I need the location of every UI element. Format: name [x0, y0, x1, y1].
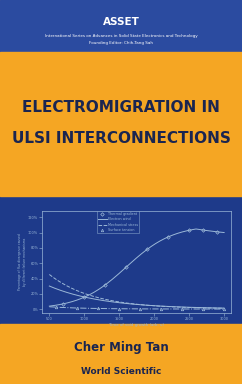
Electron wind	[48, 284, 51, 288]
Mechanical stress	[48, 272, 51, 277]
Surface tension	[55, 305, 58, 310]
Thermal gradient	[146, 247, 149, 252]
Bar	[0, 52, 242, 54]
Surface tension	[223, 307, 226, 311]
Y-axis label: Percentage of flux divergence caused
by different failure mechanisms: Percentage of flux divergence caused by …	[18, 234, 27, 290]
Electron wind	[208, 306, 211, 310]
Surface tension	[160, 307, 163, 311]
Mechanical stress	[94, 295, 97, 300]
Text: Cher Ming Tan: Cher Ming Tan	[74, 341, 168, 354]
Text: ASSET: ASSET	[103, 17, 139, 26]
Legend: Thermal gradient, Electron wind, Mechanical stress, Surface tension: Thermal gradient, Electron wind, Mechani…	[97, 211, 139, 233]
Electron wind	[214, 306, 217, 310]
Electron wind	[80, 294, 83, 299]
Electron wind	[55, 286, 58, 291]
Thermal gradient	[216, 230, 219, 234]
Bar	[0, 0, 242, 52]
Mechanical stress	[208, 306, 211, 310]
Mechanical stress	[80, 290, 83, 295]
Surface tension	[76, 306, 79, 310]
Thermal gradient	[62, 301, 65, 306]
Thermal gradient	[104, 283, 107, 287]
Bar	[0, 194, 242, 196]
Thermal gradient	[202, 228, 204, 232]
Electron wind	[94, 297, 97, 301]
Line: Surface tension: Surface tension	[55, 306, 225, 310]
Text: International Series on Advances in Solid State Electronics and Technology: International Series on Advances in Soli…	[45, 34, 197, 38]
X-axis label: Time of void growth (arb. u): Time of void growth (arb. u)	[109, 323, 164, 326]
Thermal gradient	[167, 235, 170, 239]
Surface tension	[202, 307, 204, 311]
Thermal gradient	[125, 265, 128, 269]
Text: World Scientific: World Scientific	[81, 367, 161, 376]
Text: Founding Editor: Chih-Tang Sah: Founding Editor: Chih-Tang Sah	[89, 41, 153, 45]
Mechanical stress	[223, 306, 226, 311]
Mechanical stress	[214, 306, 217, 310]
Mechanical stress	[55, 277, 58, 282]
Line: Thermal gradient: Thermal gradient	[62, 229, 218, 305]
Bar	[0, 196, 242, 324]
Surface tension	[118, 306, 121, 311]
Text: ELECTROMIGRATION IN: ELECTROMIGRATION IN	[22, 100, 220, 115]
Electron wind	[58, 288, 61, 293]
Line: Electron wind: Electron wind	[49, 286, 224, 308]
Bar	[0, 324, 242, 327]
Line: Mechanical stress: Mechanical stress	[49, 275, 224, 308]
Mechanical stress	[58, 280, 61, 284]
Surface tension	[97, 306, 100, 311]
Surface tension	[181, 307, 184, 311]
Surface tension	[139, 306, 142, 311]
Text: ULSI INTERCONNECTIONS: ULSI INTERCONNECTIONS	[12, 131, 230, 146]
Electron wind	[223, 306, 226, 310]
Thermal gradient	[83, 295, 86, 300]
Thermal gradient	[188, 228, 191, 233]
